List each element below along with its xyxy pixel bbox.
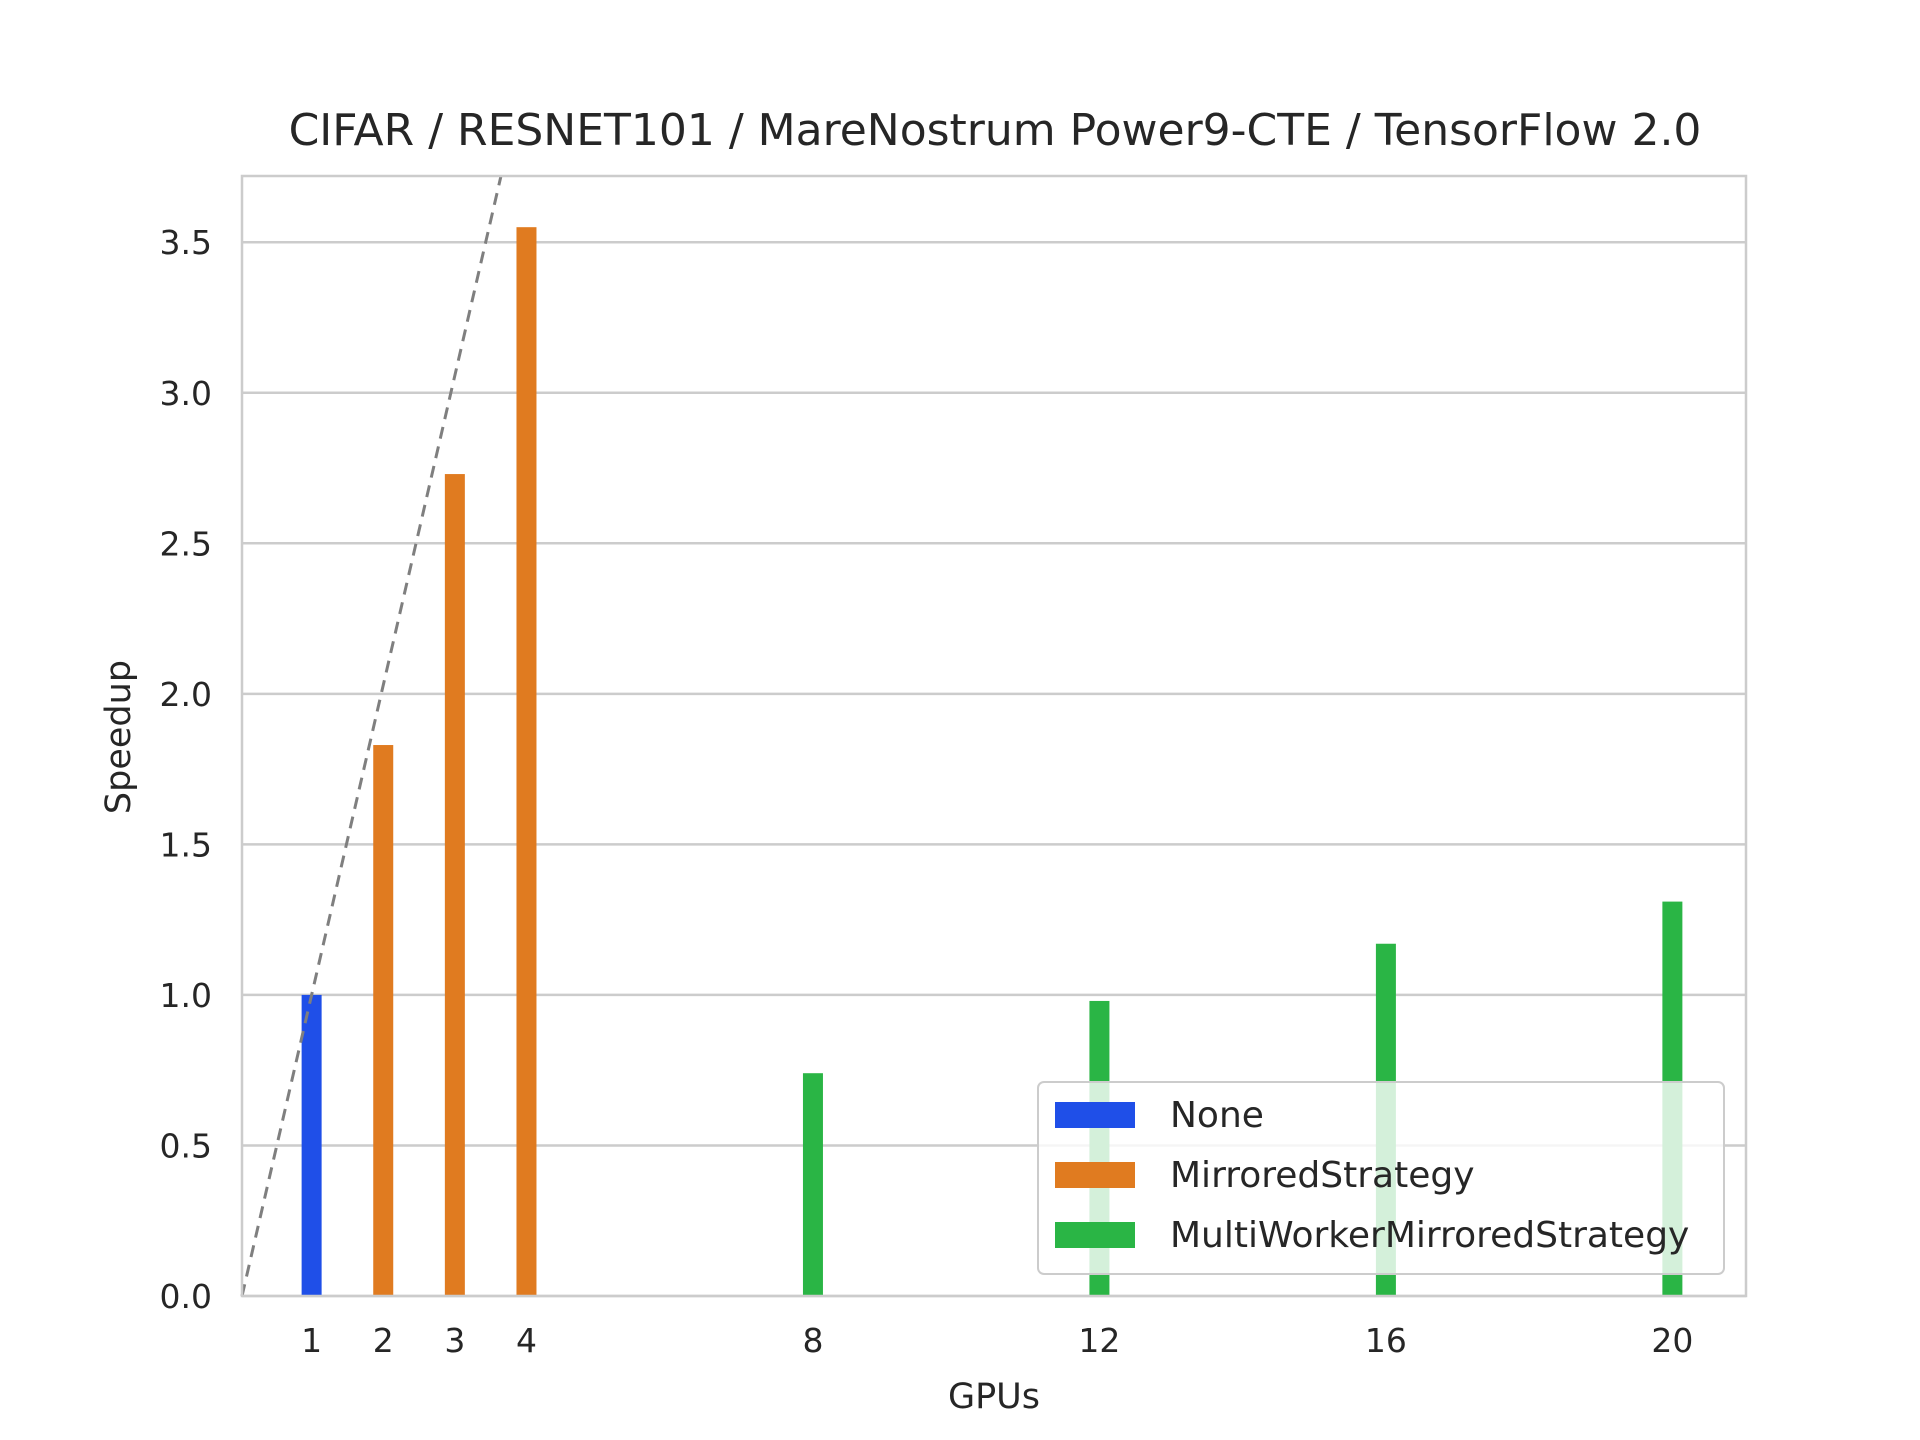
legend-swatch [1055, 1102, 1135, 1128]
legend-items: None MirroredStrategy MultiWorkerMirroredS… [1055, 1095, 1689, 1256]
legend-label: MultiWorkerMirroredStrategy [1170, 1215, 1689, 1256]
y-axis-label: Speedup [99, 660, 139, 814]
chart-title: CIFAR / RESNET101 / MareNostrum Power9-C… [289, 105, 1702, 156]
x-tick-label: 1 [301, 1321, 322, 1360]
x-tick-label: 4 [516, 1321, 537, 1360]
x-tick-label: 16 [1365, 1321, 1407, 1360]
bar-none-1 [301, 994, 322, 1296]
legend-swatch [1055, 1222, 1135, 1248]
y-tick-label: 1.0 [160, 976, 212, 1015]
legend-label: None [1170, 1095, 1264, 1136]
y-tick-label: 1.5 [160, 825, 212, 864]
x-tick-labels: 1 2 3 4 8 12 16 20 [301, 1321, 1693, 1360]
y-tick-label: 3.5 [160, 223, 212, 262]
x-tick-label: 20 [1651, 1321, 1693, 1360]
y-tick-label: 3.0 [160, 374, 212, 413]
ideal-speedup-line [240, 175, 503, 1297]
plot-frame [240, 174, 1748, 1298]
y-tick-label: 2.0 [160, 675, 212, 714]
bar-mirroredstrategy-2 [373, 745, 394, 1296]
y-tick-labels: 0.0 0.5 1.0 1.5 2.0 2.5 3.0 3.5 [160, 223, 212, 1316]
x-tick-label: 2 [373, 1321, 394, 1360]
bar-multiworkermirroredstrategy-8 [802, 1073, 823, 1296]
bar-mirroredstrategy-4 [516, 227, 537, 1296]
x-axis-label: GPUs [948, 1377, 1040, 1417]
legend-box [1037, 1081, 1725, 1275]
x-tick-label: 8 [802, 1321, 823, 1360]
grid-lines [242, 240, 1746, 1298]
bar-mirroredstrategy-3 [444, 474, 465, 1296]
x-tick-label: 3 [444, 1321, 465, 1360]
legend-label: MirroredStrategy [1170, 1155, 1475, 1196]
legend: None MirroredStrategy MultiWorkerMirroredS… [1037, 1081, 1725, 1275]
y-tick-label: 0.0 [160, 1277, 212, 1316]
legend-swatch [1055, 1162, 1135, 1188]
y-tick-label: 2.5 [160, 524, 212, 563]
y-tick-label: 0.5 [160, 1126, 212, 1165]
x-tick-label: 12 [1078, 1321, 1120, 1360]
